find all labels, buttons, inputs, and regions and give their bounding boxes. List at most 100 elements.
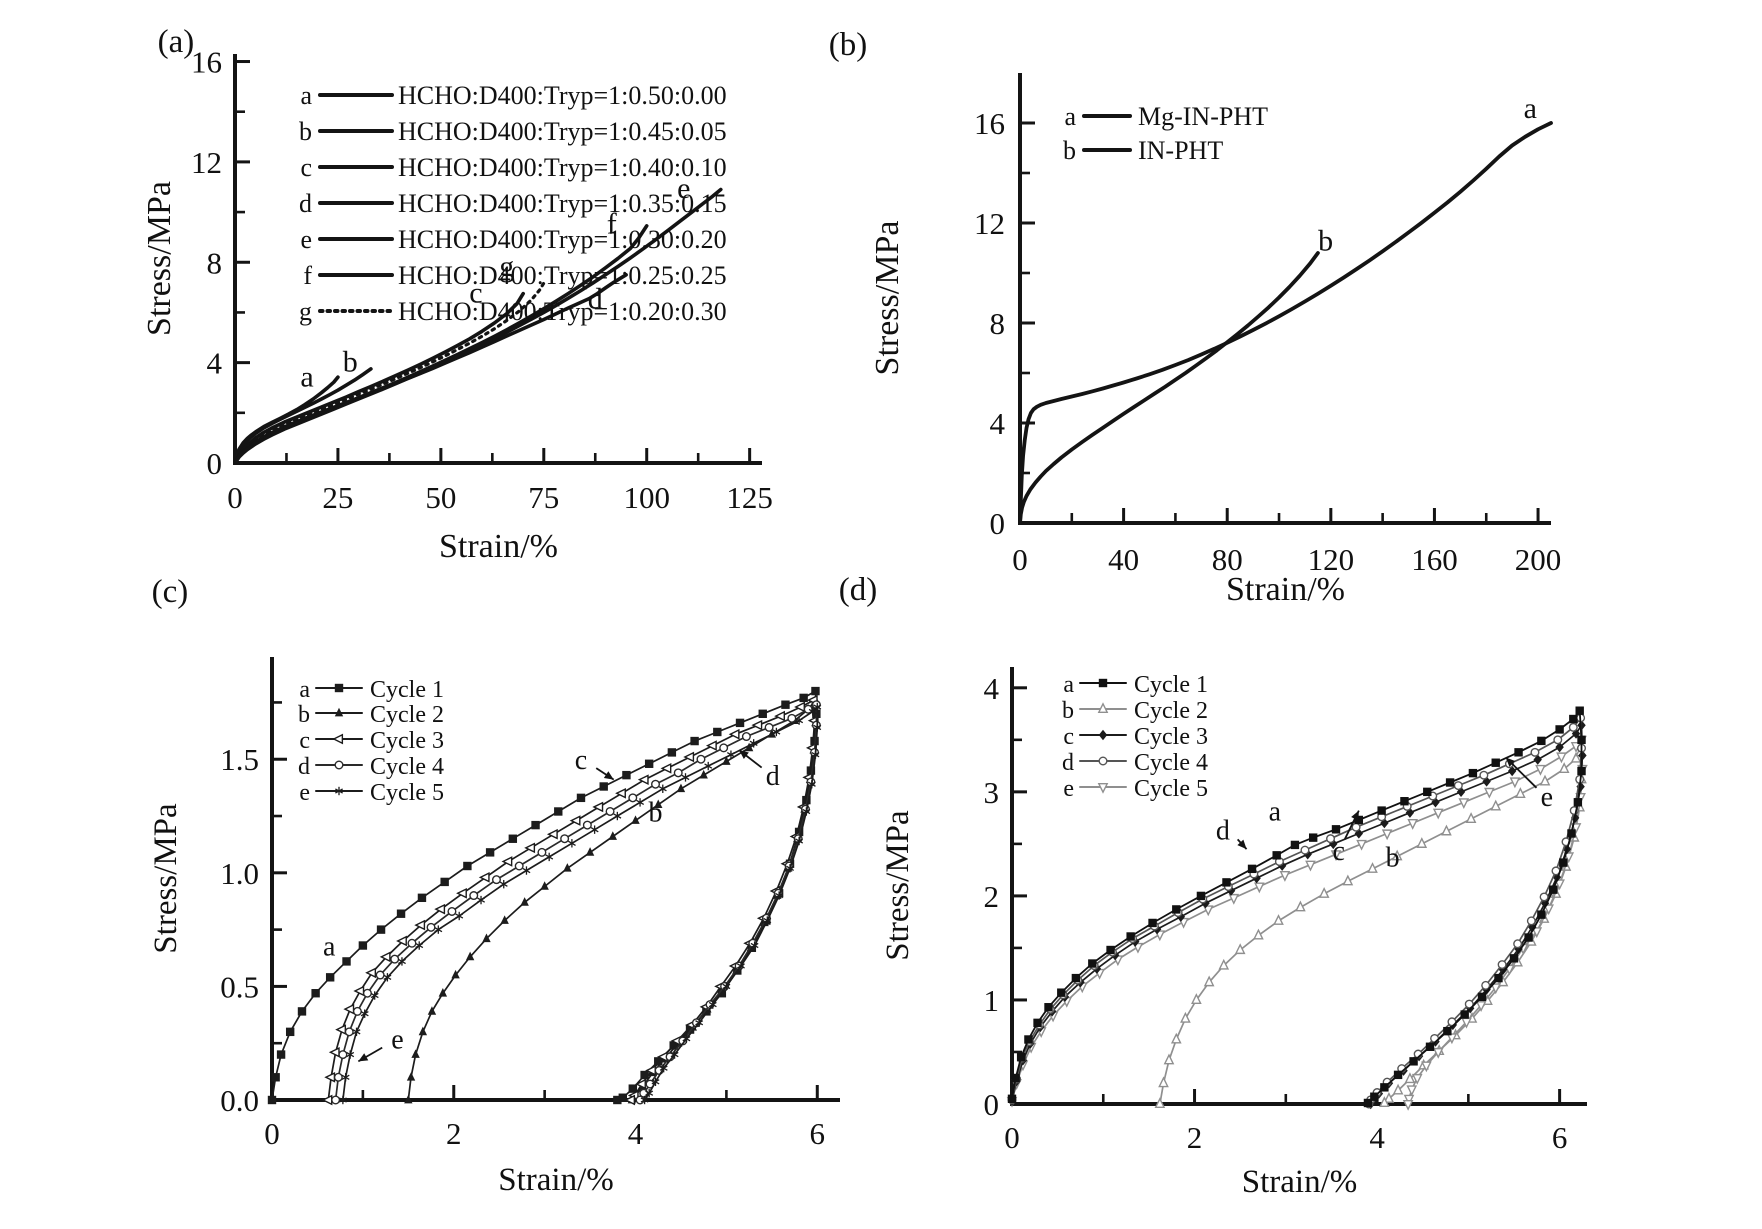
legend-item-b: b Cycle 2	[1062, 698, 1208, 724]
marker-td	[1509, 777, 1521, 789]
marker-sq	[1007, 1094, 1017, 1103]
marker-ci	[426, 922, 436, 932]
marker-sq	[1460, 1010, 1469, 1019]
panel-d: (d) 0 2 4 6 0 1 2 3 4 Strain/% Stress/MPa a Cycle 1 b C…	[839, 572, 1588, 1200]
marker-st	[786, 864, 794, 873]
curve-label-f: f	[607, 207, 617, 240]
panel-tag-a: (a)	[158, 24, 195, 60]
legend-label: Mg-IN-PHT	[1138, 102, 1268, 131]
annotation-arrowhead	[603, 771, 614, 780]
marker-st	[658, 784, 667, 793]
x-tick-label: 200	[1515, 542, 1562, 577]
marker-sq	[1468, 768, 1478, 778]
marker-to	[1416, 837, 1428, 848]
marker-ci	[1513, 939, 1523, 949]
marker-sq	[644, 759, 654, 768]
annotations-c: a e c d b	[323, 745, 780, 1063]
marker-sq	[1377, 806, 1386, 815]
marker-st	[341, 1073, 350, 1082]
marker-sq	[1354, 815, 1364, 825]
marker-st	[659, 1063, 668, 1073]
marker-td	[1446, 1033, 1458, 1045]
marker-ci	[1453, 781, 1463, 791]
marker-sq	[1308, 833, 1318, 842]
marker-to	[1539, 774, 1551, 786]
marker-ci	[764, 722, 774, 732]
marker-st	[335, 786, 343, 796]
marker-td	[1484, 787, 1495, 799]
annotations-d: a d c b e	[1216, 756, 1553, 873]
marker-sq	[417, 893, 427, 903]
marker-ci	[1568, 722, 1578, 732]
marker-st	[775, 891, 784, 900]
y-axis-title: Stress/MPa	[141, 181, 178, 336]
marker-di	[1380, 817, 1389, 829]
legend-item-e: e Cycle 5	[1063, 776, 1208, 802]
marker-ci	[447, 906, 457, 916]
marker-ci	[1326, 834, 1336, 844]
marker-tu	[451, 969, 460, 979]
marker-td	[1535, 764, 1546, 776]
marker-to	[1097, 702, 1109, 714]
marker-sq	[1537, 736, 1546, 746]
marker-tl	[705, 740, 717, 751]
marker-tl	[321, 1094, 333, 1106]
marker-td	[1421, 1061, 1432, 1073]
legend-c: a Cycle 1 b Cycle 2 c Cycle 3 d Cycle 4 e Cycle 5	[298, 677, 444, 806]
marker-tl	[328, 1046, 340, 1058]
marker-sq	[440, 877, 449, 887]
marker-td	[1279, 871, 1291, 882]
marker-st	[708, 1000, 717, 1009]
legend-label: IN-PHT	[1138, 136, 1223, 165]
series-curve	[233, 367, 373, 465]
marker-tu	[482, 933, 491, 943]
curve-label-b: b	[1386, 842, 1400, 873]
marker-st	[415, 941, 424, 950]
marker-sq	[618, 1093, 627, 1102]
legend-item-a: a Cycle 1	[1063, 672, 1208, 698]
marker-di	[1514, 943, 1523, 955]
marker-tu	[585, 847, 595, 856]
marker-sq	[1514, 748, 1523, 757]
marker-to	[1180, 1011, 1191, 1023]
curve-label-c: c	[575, 745, 587, 776]
marker-sq	[1098, 678, 1108, 688]
marker-tl	[414, 919, 426, 931]
marker-st	[370, 991, 379, 1000]
marker-sq	[1577, 766, 1586, 776]
marker-st	[590, 825, 599, 834]
legend-key: e	[299, 780, 310, 806]
marker-st	[811, 750, 820, 759]
marker-tl	[379, 951, 391, 963]
y-tick-label: 4	[984, 671, 1000, 706]
marker-sq	[297, 1007, 307, 1016]
marker-sq	[267, 1095, 277, 1105]
marker-tu	[334, 707, 344, 717]
marker-ci	[673, 768, 683, 778]
x-tick-label: 75	[528, 480, 559, 515]
marker-ci	[338, 1050, 348, 1060]
marker-sq	[640, 1070, 649, 1080]
x-tick-label: 0	[1004, 1120, 1020, 1155]
marker-sq	[1524, 933, 1533, 942]
marker-st	[455, 911, 464, 921]
legend-item-c: c Cycle 3	[1063, 724, 1208, 750]
marker-tl	[751, 719, 763, 731]
legend-label: Cycle 5	[1134, 776, 1208, 802]
marker-sq	[1370, 1092, 1379, 1101]
marker-ci	[582, 820, 592, 830]
marker-sq	[334, 683, 344, 693]
marker-tl	[728, 728, 740, 740]
marker-tu	[438, 988, 448, 997]
marker-di	[1176, 911, 1186, 922]
marker-di	[1329, 838, 1338, 850]
marker-ci	[469, 891, 479, 901]
marker-st	[567, 839, 576, 848]
marker-to	[1163, 1053, 1175, 1065]
marker-ci	[537, 847, 547, 857]
series-curve	[233, 291, 526, 465]
marker-td	[1403, 1094, 1415, 1106]
marker-di	[1303, 849, 1312, 860]
marker-sq	[735, 718, 745, 728]
